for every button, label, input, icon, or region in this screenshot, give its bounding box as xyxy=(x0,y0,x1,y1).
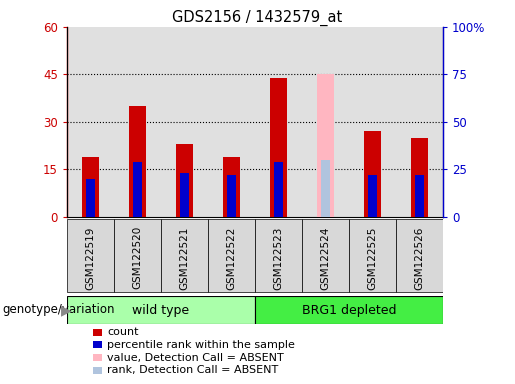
Text: rank, Detection Call = ABSENT: rank, Detection Call = ABSENT xyxy=(107,365,279,375)
Bar xyxy=(67,296,255,324)
Text: GSM122522: GSM122522 xyxy=(227,226,236,290)
Bar xyxy=(349,219,396,292)
Bar xyxy=(411,138,427,217)
Text: BRG1 depleted: BRG1 depleted xyxy=(302,304,396,316)
Text: wild type: wild type xyxy=(132,304,190,316)
Bar xyxy=(67,219,114,292)
Bar xyxy=(255,219,302,292)
Bar xyxy=(208,219,255,292)
Bar xyxy=(415,175,424,217)
Bar xyxy=(302,219,349,292)
Bar xyxy=(255,296,443,324)
Bar xyxy=(82,157,99,217)
Text: count: count xyxy=(107,327,139,337)
Bar xyxy=(396,219,443,292)
Bar xyxy=(270,78,287,217)
Text: GDS2156 / 1432579_at: GDS2156 / 1432579_at xyxy=(173,10,342,26)
Bar xyxy=(129,106,146,217)
Text: GSM122519: GSM122519 xyxy=(85,226,95,290)
Bar xyxy=(227,175,236,217)
Bar xyxy=(86,179,95,217)
Text: percentile rank within the sample: percentile rank within the sample xyxy=(107,340,295,350)
Bar xyxy=(368,175,376,217)
Bar xyxy=(114,219,161,292)
Bar xyxy=(274,162,283,217)
Text: GSM122525: GSM122525 xyxy=(367,226,377,290)
Text: ▶: ▶ xyxy=(61,303,72,317)
Bar xyxy=(176,144,193,217)
Bar xyxy=(364,131,381,217)
Bar xyxy=(180,173,188,217)
Text: value, Detection Call = ABSENT: value, Detection Call = ABSENT xyxy=(107,353,284,362)
Text: GSM122524: GSM122524 xyxy=(320,226,331,290)
Bar xyxy=(321,160,330,217)
Text: GSM122526: GSM122526 xyxy=(415,226,424,290)
Text: GSM122521: GSM122521 xyxy=(179,226,190,290)
Text: GSM122520: GSM122520 xyxy=(132,226,143,290)
Bar xyxy=(133,162,142,217)
Text: genotype/variation: genotype/variation xyxy=(3,303,115,316)
Bar xyxy=(223,157,239,217)
Bar xyxy=(161,219,208,292)
Text: GSM122523: GSM122523 xyxy=(273,226,283,290)
Bar xyxy=(317,74,334,217)
